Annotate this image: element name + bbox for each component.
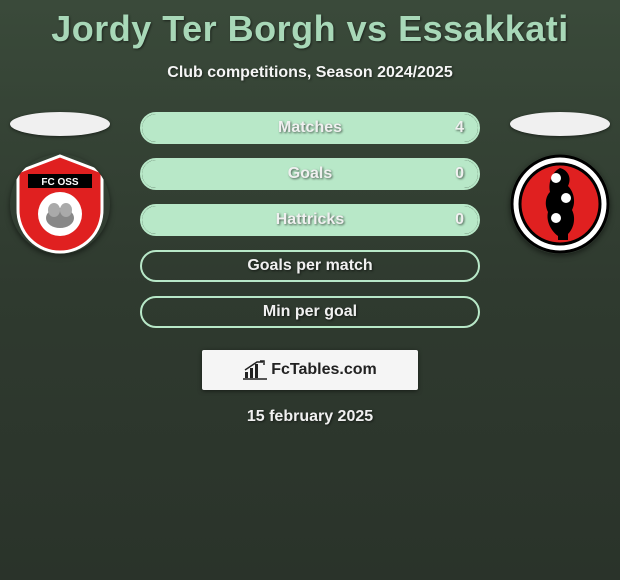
avatar-placeholder-left bbox=[10, 112, 110, 136]
stat-value: 4 bbox=[455, 119, 464, 137]
svg-text:FC OSS: FC OSS bbox=[41, 177, 79, 188]
stat-row-hattricks: Hattricks 0 bbox=[140, 204, 480, 236]
player-right-column bbox=[500, 112, 620, 254]
stat-value: 0 bbox=[455, 211, 464, 229]
avatar-placeholder-right bbox=[510, 112, 610, 136]
stat-label: Hattricks bbox=[276, 211, 344, 229]
stat-label: Min per goal bbox=[263, 303, 357, 321]
brand-text: FcTables.com bbox=[271, 361, 377, 379]
stat-row-min-per-goal: Min per goal bbox=[140, 296, 480, 328]
date-text: 15 february 2025 bbox=[0, 408, 620, 426]
brand-box[interactable]: FcTables.com bbox=[202, 350, 418, 390]
stat-row-goals: Goals 0 bbox=[140, 158, 480, 190]
stat-row-matches: Matches 4 bbox=[140, 112, 480, 144]
stat-row-goals-per-match: Goals per match bbox=[140, 250, 480, 282]
stat-label: Goals bbox=[288, 165, 332, 183]
club-badge-right bbox=[510, 154, 610, 254]
club-badge-left: FC OSS bbox=[10, 154, 110, 254]
stat-label: Matches bbox=[278, 119, 342, 137]
page-title: Jordy Ter Borgh vs Essakkati bbox=[0, 0, 620, 50]
stats-container: Matches 4 Goals 0 Hattricks 0 Goals per … bbox=[140, 112, 480, 328]
stat-value: 0 bbox=[455, 165, 464, 183]
comparison-content: FC OSS Matches 4 bbox=[0, 112, 620, 426]
player-left-column: FC OSS bbox=[0, 112, 120, 254]
chart-icon bbox=[243, 360, 267, 380]
subtitle: Club competitions, Season 2024/2025 bbox=[0, 64, 620, 82]
stat-label: Goals per match bbox=[247, 257, 372, 275]
